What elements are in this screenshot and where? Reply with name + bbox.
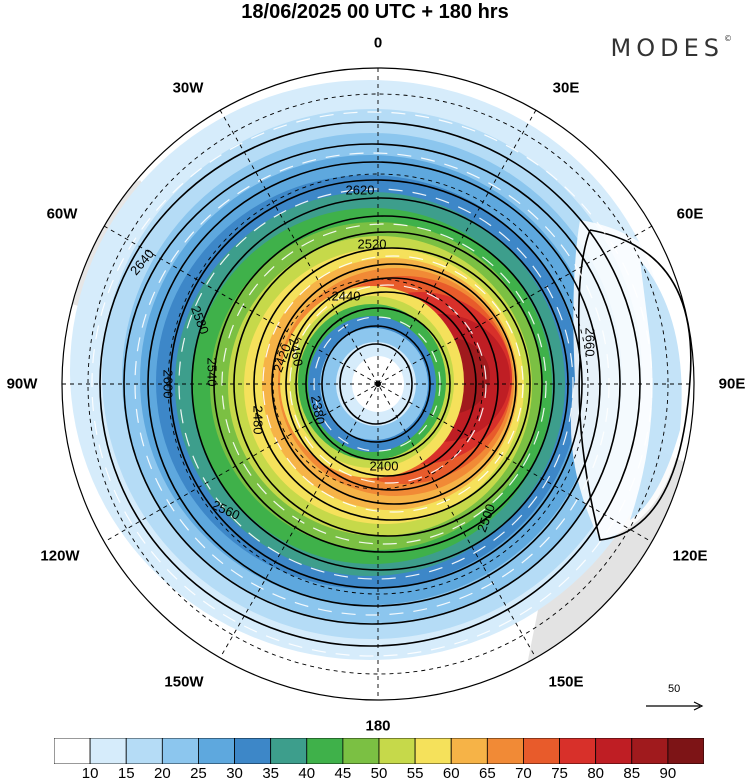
copyright-mark: ©	[724, 34, 732, 43]
lon-label-30w: 30W	[172, 79, 204, 97]
lon-label-150e: 150E	[548, 673, 584, 691]
colorbar-swatch	[595, 738, 633, 764]
colorbar-swatch	[486, 738, 524, 764]
colorbar-tick-label: 15	[117, 765, 135, 782]
colorbar-swatch	[234, 738, 272, 764]
lon-label-150w: 150W	[164, 673, 204, 691]
colorbar-swatch	[523, 738, 560, 764]
colorbar-tick-label: 55	[406, 765, 424, 782]
colorbar-tick-label: 90	[659, 765, 677, 782]
lon-label-60e: 60E	[676, 205, 704, 223]
colorbar-swatch	[559, 738, 597, 764]
contour-label: 2400	[369, 458, 399, 474]
contour-label: 2660	[582, 327, 598, 357]
map-title: 18/06/2025 00 UTC + 180 hrs	[241, 1, 509, 23]
south-pole-marker	[375, 381, 381, 387]
contour-label: 2540	[204, 357, 220, 387]
colorbar-tick-label: 80	[587, 765, 604, 782]
map-border	[61, 67, 695, 701]
colorbar-swatch	[54, 738, 91, 764]
colorbar	[54, 738, 704, 764]
contour-label: 2440	[331, 288, 361, 304]
colorbar-tick-label: 25	[190, 765, 207, 782]
colorbar-swatch	[450, 738, 488, 764]
lon-label-0: 0	[373, 34, 383, 52]
colorbar-swatch	[342, 738, 380, 764]
lon-label-180: 180	[365, 717, 391, 735]
colorbar-swatch	[161, 738, 199, 764]
colorbar-tick-label: 75	[551, 765, 568, 782]
colorbar-tick-label: 60	[442, 765, 460, 782]
colorbar-swatch	[631, 738, 669, 764]
lon-label-90w: 90W	[6, 375, 38, 393]
wind-reference-label: 50	[668, 683, 681, 695]
colorbar-swatch	[89, 738, 127, 764]
lon-label-30e: 30E	[552, 79, 580, 97]
wind-reference-arrow-icon	[646, 701, 704, 711]
contour-label: 2480	[250, 405, 266, 435]
colorbar-tick-label: 50	[370, 765, 388, 782]
colorbar-tick-label: 30	[226, 765, 243, 782]
contour-label: 2520	[357, 236, 387, 252]
colorbar-swatch	[270, 738, 308, 764]
colorbar-tick-label: 20	[153, 765, 171, 782]
lon-label-120w: 120W	[40, 547, 80, 565]
lon-label-90e: 90E	[718, 375, 746, 393]
wind-speed-shading	[62, 68, 694, 700]
colorbar-tick-label: 70	[515, 765, 532, 782]
colorbar-tick-label: 65	[478, 765, 496, 782]
lon-label-60w: 60W	[46, 205, 78, 223]
contour-label: 2600	[160, 369, 176, 399]
contour-label: 2620	[345, 182, 375, 198]
colorbar-swatch	[414, 738, 452, 764]
colorbar-tick-label: 40	[298, 765, 316, 782]
colorbar-swatch	[198, 738, 235, 764]
colorbar-swatch	[125, 738, 163, 764]
colorbar-swatch	[306, 738, 344, 764]
colorbar-tick-label: 35	[262, 765, 279, 782]
colorbar-swatch	[667, 738, 704, 764]
lon-label-120e: 120E	[672, 547, 708, 565]
brand-logo: MODES©	[611, 34, 732, 62]
colorbar-tick-label: 45	[334, 765, 352, 782]
brand-name: MODES	[610, 34, 724, 62]
colorbar-tick-label: 10	[81, 765, 99, 782]
colorbar-swatch	[378, 738, 416, 764]
colorbar-tick-label: 85	[623, 765, 641, 782]
